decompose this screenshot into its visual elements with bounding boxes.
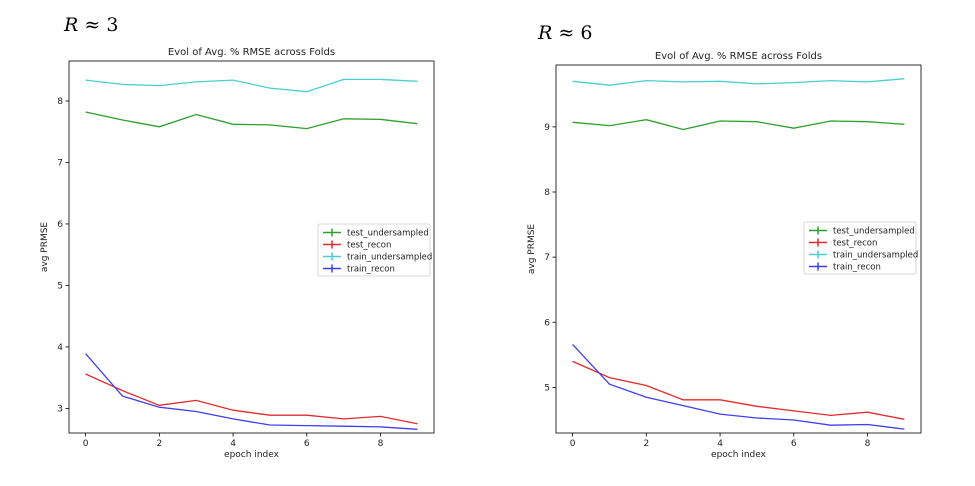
right-chart-ytick-label: 5 [544,383,550,393]
left-chart-xtick-label: 8 [378,439,384,449]
left-chart-line-train_undersampled [85,78,418,93]
right-chart-ytick-label: 6 [544,318,550,328]
right-r-value: 6 [580,22,593,44]
left-chart-line-train_recon [85,353,418,430]
right-chart-ytick-label: 7 [544,253,550,263]
right-chart-line-test_undersampled [572,119,905,131]
right-chart-xtick-label: 2 [643,439,649,449]
right-chart-plot-frame [555,64,922,434]
left-chart-legend-label-test_undersampled: test_undersampled [347,229,429,239]
right-chart-line-train_recon [572,343,905,430]
right-chart-legend-label-train_recon: train_recon [833,263,881,273]
left-chart-legend-label-train_recon: train_recon [347,265,395,275]
right-chart-legend-label-test_recon: test_recon [833,239,877,249]
right-chart-ytick-label: 8 [544,188,550,198]
left-chart-xtick-label: 6 [304,439,310,449]
right-chart-xtick-label: 8 [865,439,871,449]
right-chart-legend-box [803,221,917,275]
left-chart-legend-box [317,223,431,277]
left-chart-title: Evol of Avg. % RMSE across Folds [168,47,335,58]
left-chart-legend: test_undersampled test_recon train_undersa… [317,223,432,277]
left-chart: Evol of Avg. % RMSE across Folds 0 2 4 6 8 3 4 5… [40,47,435,460]
left-chart-xtick-label: 2 [156,439,162,449]
right-chart-legend: test_undersampled test_recon train_undersa… [803,221,918,275]
left-r-prefix: R ≈ [64,14,107,36]
left-chart-line-test_recon [85,373,418,425]
right-chart-xtick-label: 0 [570,439,576,449]
left-chart-plot-frame [68,60,435,434]
right-chart-line-test_recon [572,360,905,420]
right-r-prefix: R ≈ [538,22,581,44]
left-chart-ytick-label: 3 [57,404,63,414]
left-r-label: R ≈ 3 [64,14,118,36]
left-chart-ylabel: avg PRMSE [40,222,50,273]
left-chart-legend-label-test_recon: test_recon [347,241,391,251]
left-chart-line-test_undersampled [85,111,418,130]
right-chart-title: Evol of Avg. % RMSE across Folds [655,51,822,62]
left-chart-xtick-label: 0 [83,439,89,449]
right-chart-xlabel: epoch index [711,450,767,460]
left-chart-ytick-label: 4 [57,343,63,353]
right-chart-line-train_undersampled [572,78,905,86]
left-chart-legend-label-train_undersampled: train_undersampled [347,253,432,263]
right-chart-ylabel: avg PRMSE [527,224,537,275]
right-chart-legend-label-test_undersampled: test_undersampled [833,227,915,237]
right-chart-xtick-label: 6 [791,439,797,449]
left-chart-xlabel: epoch index [224,450,280,460]
right-chart-ytick-label: 9 [544,123,550,133]
right-chart: Evol of Avg. % RMSE across Folds 0 2 4 6 8 5 6 7… [527,51,922,460]
left-chart-ytick-label: 8 [57,97,63,107]
right-chart-xtick-label: 4 [717,439,723,449]
right-r-label: R ≈ 6 [538,22,592,44]
left-chart-ytick-label: 6 [57,220,63,230]
left-chart-ytick-label: 5 [57,281,63,291]
left-chart-xtick-label: 4 [230,439,236,449]
left-r-value: 3 [106,14,119,36]
right-chart-legend-label-train_undersampled: train_undersampled [833,251,918,261]
left-chart-ytick-label: 7 [57,158,63,168]
